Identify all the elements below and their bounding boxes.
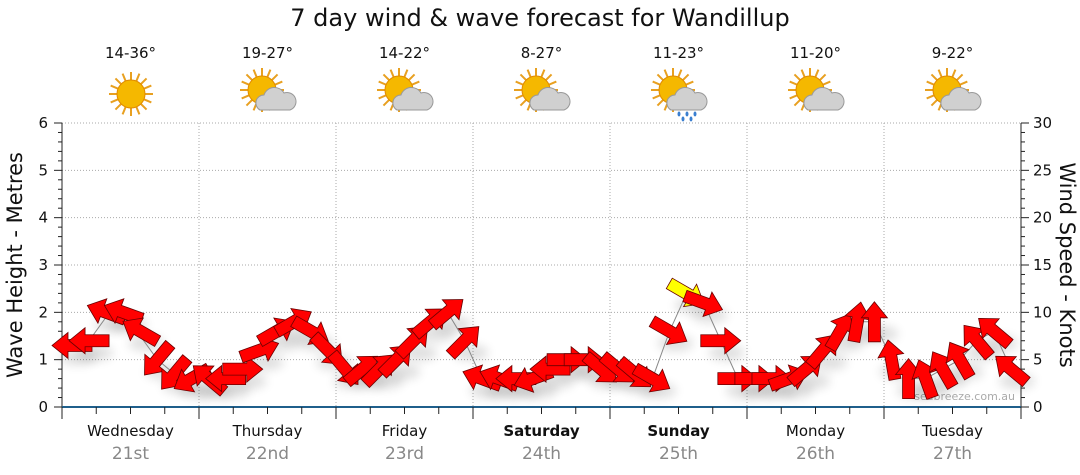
wind-arrow — [427, 299, 464, 331]
right-tick-label: 20 — [1033, 209, 1052, 227]
day-temperature: 14-36° — [104, 44, 157, 62]
wind-arrow — [631, 362, 671, 393]
left-tick-label: 5 — [38, 161, 48, 179]
sunny-icon — [108, 72, 153, 116]
wind-arrow — [682, 289, 724, 318]
right-axis-label: Wind Speed - Knots — [1055, 162, 1079, 367]
right-tick-label: 25 — [1033, 161, 1052, 179]
wind-arrow — [68, 326, 110, 355]
wind-arrow — [222, 355, 264, 383]
day-date-label: 27th — [933, 444, 972, 464]
day-name-label: Thursday — [232, 422, 303, 440]
day-date-label: 21st — [112, 444, 149, 464]
day-temperature: 14-22° — [378, 44, 431, 62]
right-tick-label: 0 — [1033, 398, 1043, 416]
day-name-label: Wednesday — [87, 422, 174, 440]
right-tick-label: 15 — [1033, 256, 1052, 274]
partly-cloudy-icon — [513, 68, 570, 112]
chart-title: 7 day wind & wave forecast for Wandillup — [290, 4, 790, 32]
left-tick-label: 3 — [38, 256, 48, 274]
wind-arrow — [122, 317, 162, 348]
left-tick-label: 1 — [38, 351, 48, 369]
day-name-label: Tuesday — [921, 422, 983, 440]
day-name-label: Friday — [382, 422, 428, 440]
left-tick-label: 4 — [38, 209, 48, 227]
partly-cloudy-icon — [787, 68, 844, 112]
right-tick-label: 30 — [1033, 114, 1052, 132]
wind-arrow — [648, 315, 688, 346]
wind-arrow — [894, 357, 923, 400]
wind-arrow — [945, 341, 976, 381]
day-date-label: 22nd — [246, 444, 289, 464]
day-temperature: 19-27° — [241, 44, 294, 62]
wind-arrow — [144, 339, 176, 376]
day-date-label: 25th — [659, 444, 698, 464]
partly-cloudy-icon — [239, 68, 296, 112]
wind-arrow — [995, 355, 1031, 388]
day-name-label: Monday — [786, 422, 845, 440]
day-temperature: 11-20° — [789, 44, 842, 62]
day-date-label: 23rd — [385, 444, 424, 464]
wind-arrow — [928, 351, 959, 391]
wind-arrow — [978, 318, 1014, 350]
day-temperature: 8-27° — [520, 44, 563, 62]
day-date-label: 24th — [522, 444, 561, 464]
wind-arrow — [445, 326, 480, 360]
wind-arrow — [844, 301, 872, 344]
right-tick-label: 5 — [1033, 351, 1043, 369]
left-axis-label: Wave Height - Metres — [3, 152, 27, 378]
left-tick-label: 6 — [38, 114, 48, 132]
day-date-label: 26th — [796, 444, 835, 464]
day-name-label: Saturday — [503, 422, 580, 440]
left-tick-label: 0 — [38, 398, 48, 416]
cloud-rain-icon — [650, 68, 707, 122]
day-temperature: 11-23° — [652, 44, 705, 62]
wind-arrow — [103, 298, 145, 326]
wind-arrow — [963, 324, 995, 361]
day-name-label: Sunday — [647, 422, 710, 440]
day-temperature: 9-22° — [931, 44, 974, 62]
partly-cloudy-icon — [376, 68, 433, 112]
partly-cloudy-icon — [924, 68, 981, 112]
wind-arrow — [700, 326, 742, 355]
wind-arrow — [860, 301, 889, 343]
left-tick-label: 2 — [38, 303, 48, 321]
right-tick-label: 10 — [1033, 303, 1052, 321]
